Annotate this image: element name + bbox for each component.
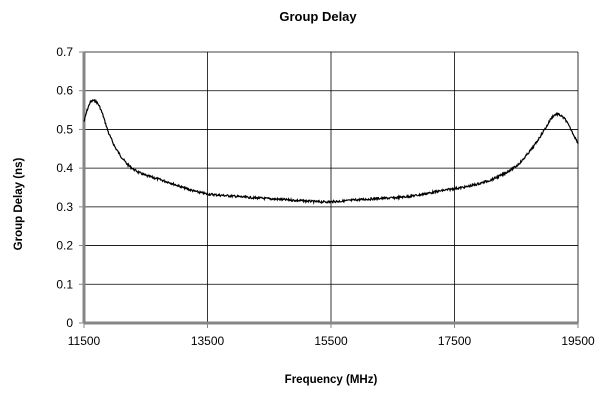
y-tick-label: 0.1 (56, 277, 73, 291)
gridlines (84, 51, 579, 323)
x-tick-label: 19500 (561, 334, 595, 348)
y-tick-label: 0.4 (56, 161, 73, 175)
x-tick-labels: 11500 13500 15500 17500 19500 (68, 334, 595, 348)
x-tick-label: 15500 (314, 334, 348, 348)
chart-title: Group Delay (279, 9, 357, 24)
y-tick-labels: 0 0.1 0.2 0.3 0.4 0.5 0.6 0.7 (56, 45, 73, 330)
x-axis-label: Frequency (MHz) (285, 374, 378, 386)
x-tick-label: 13500 (191, 334, 225, 348)
axes (79, 51, 579, 328)
y-tick-label: 0 (66, 316, 73, 330)
x-tick-label: 11500 (68, 334, 101, 348)
series-layer (83, 98, 579, 205)
y-tick-label: 0.6 (56, 84, 73, 98)
y-axis-label: Group Delay (ns) (13, 158, 25, 251)
series-line (83, 98, 579, 205)
y-tick-label: 0.5 (56, 122, 73, 136)
x-tick-label: 17500 (438, 334, 472, 348)
y-tick-label: 0.7 (56, 45, 73, 59)
y-tick-label: 0.2 (56, 239, 73, 253)
y-tick-label: 0.3 (56, 200, 73, 214)
